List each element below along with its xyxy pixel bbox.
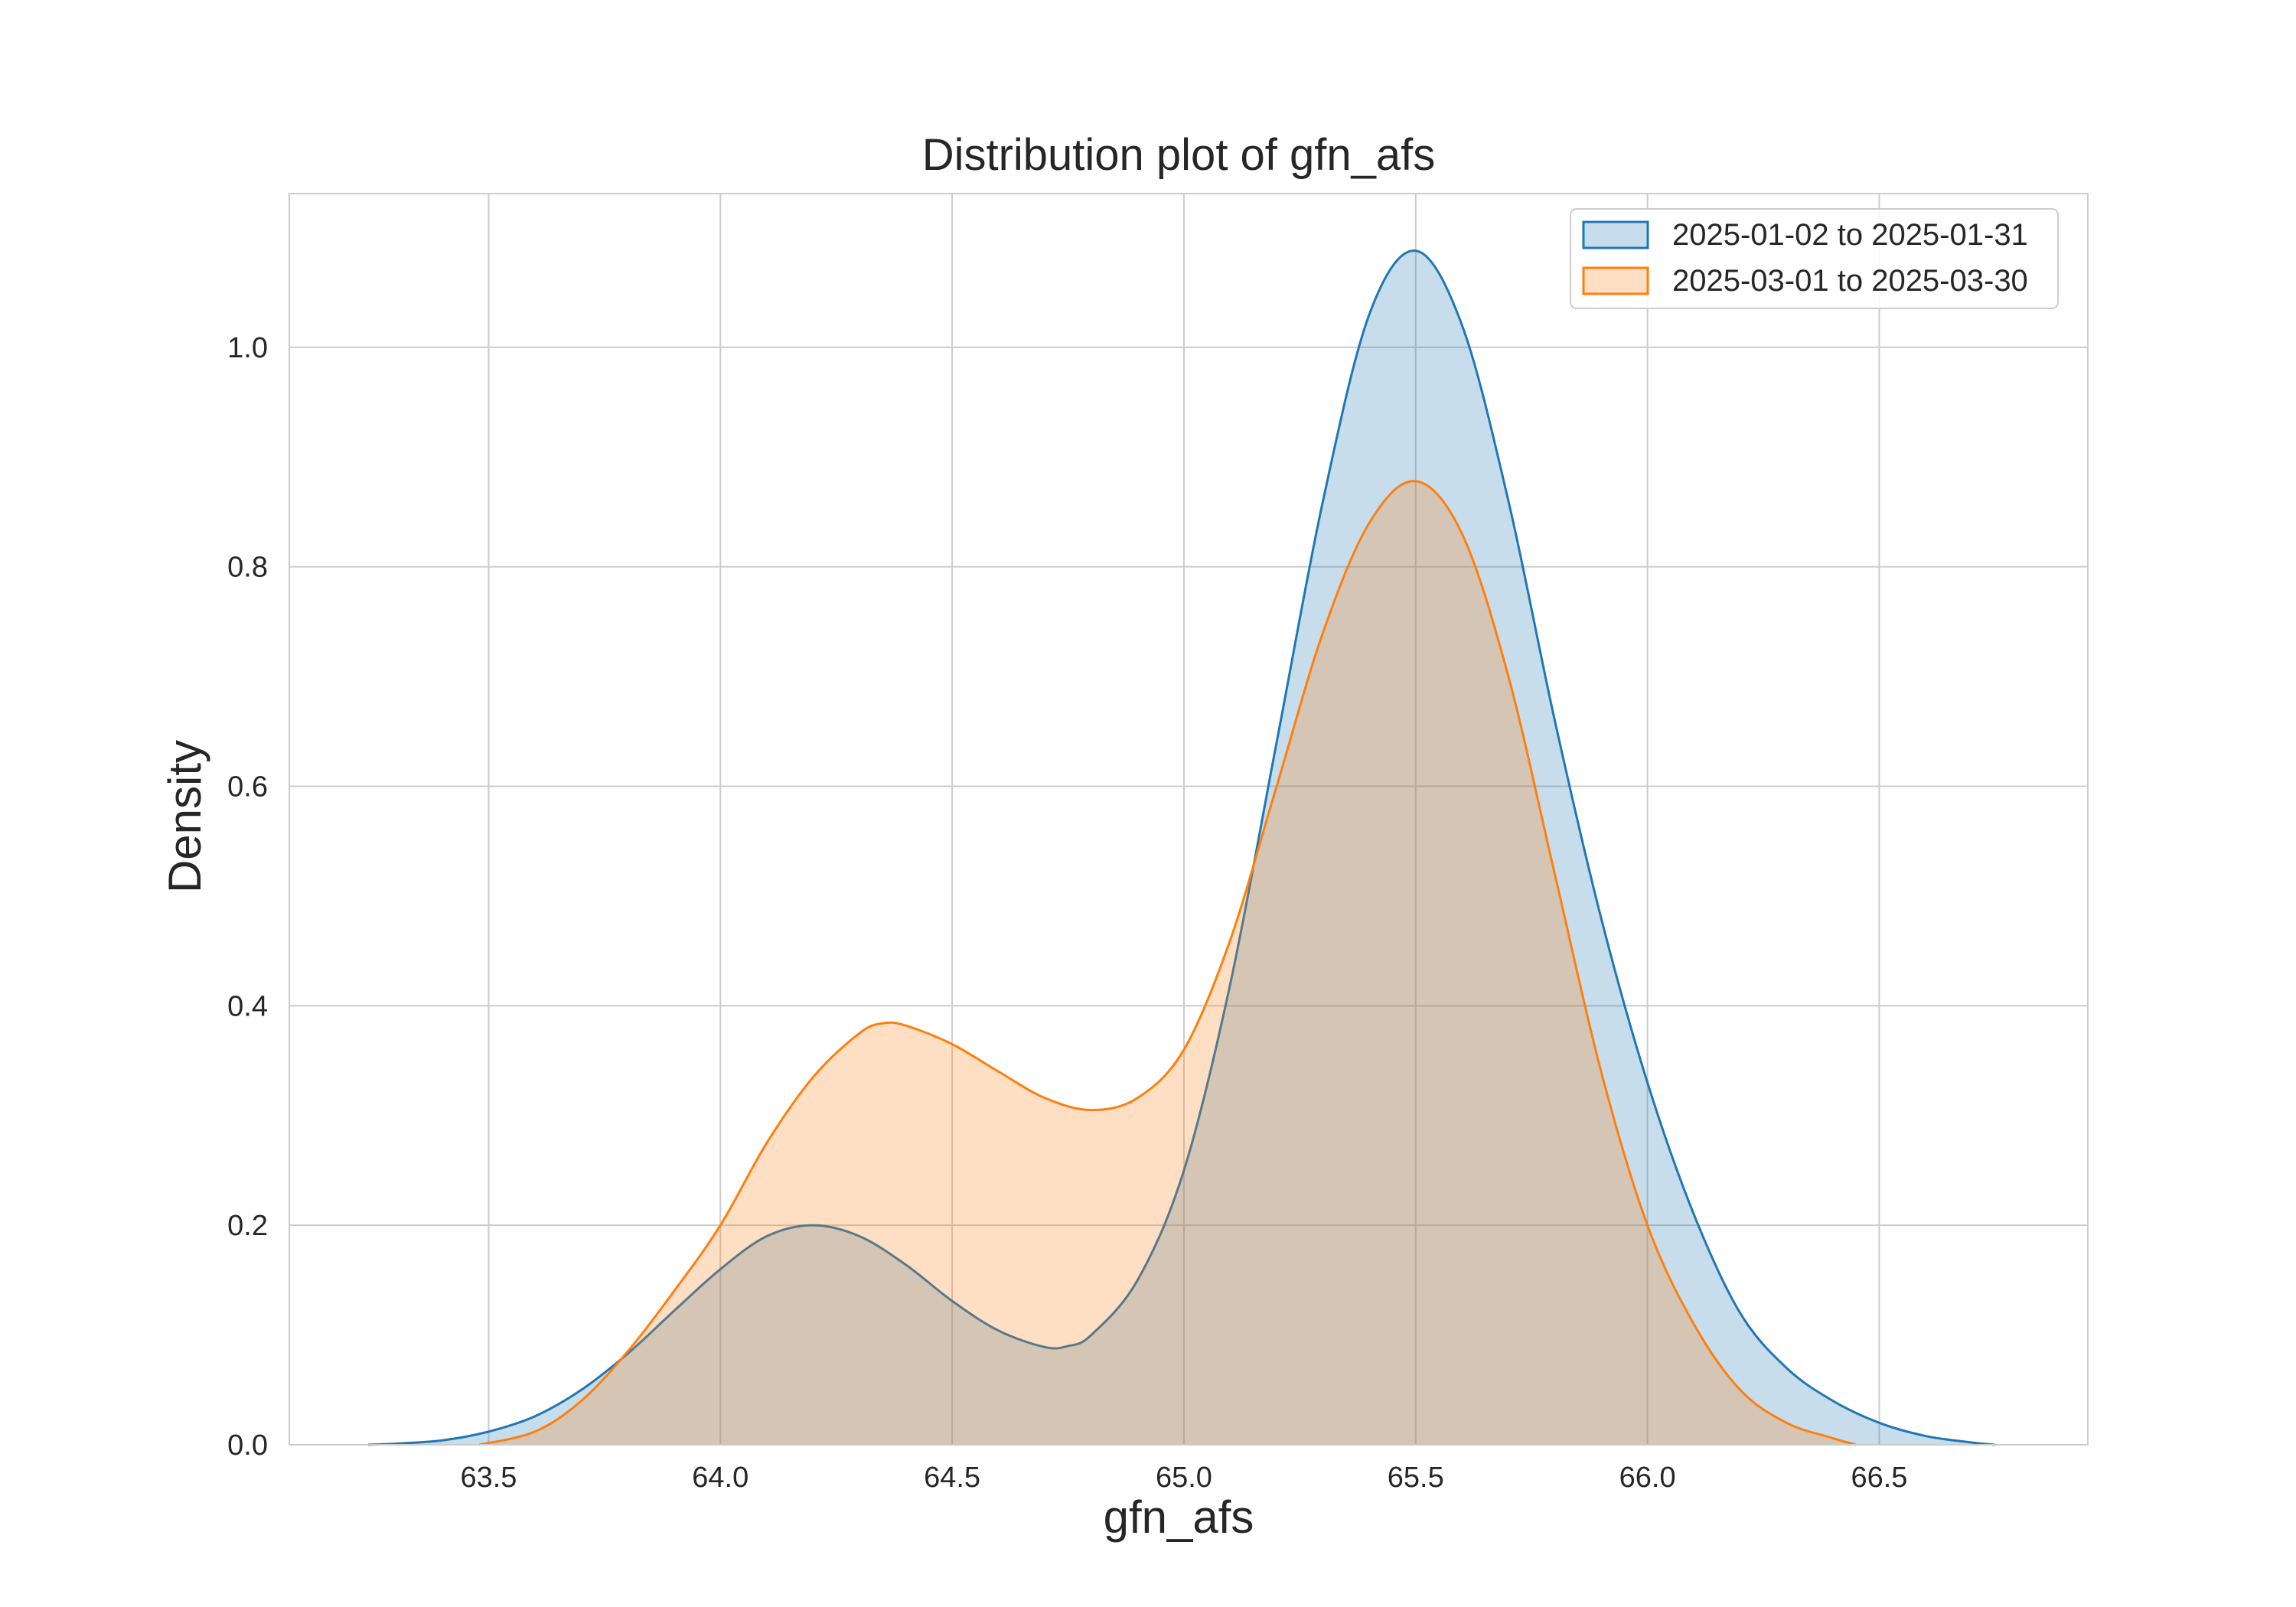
- legend-swatch-series-2: [1582, 266, 1649, 295]
- y-axis-label: Density: [159, 740, 210, 893]
- y-tick-label: 0.6: [227, 771, 268, 803]
- x-axis-label: gfn_afs: [1104, 1491, 1254, 1543]
- y-tick-label: 0.0: [227, 1429, 268, 1462]
- tick-labels: 63.5 64.0 64.5 65.0 65.5 66.0 66.5 0.0 0.2 0.4 0.6…: [227, 332, 1907, 1494]
- x-tick-label: 66.5: [1851, 1462, 1907, 1494]
- kde-area-series-2: [479, 481, 1857, 1445]
- legend-label-series-2: 2025-03-01 to 2025-03-30: [1672, 264, 2028, 298]
- series-layer: [367, 249, 1996, 1446]
- y-tick-label: 1.0: [227, 332, 268, 364]
- y-tick-label: 0.8: [227, 552, 268, 584]
- legend-label-series-1: 2025-01-02 to 2025-01-31: [1672, 218, 2028, 252]
- x-tick-label: 63.5: [460, 1462, 517, 1494]
- plot-frame: [289, 193, 2089, 1446]
- x-tick-label: 64.0: [692, 1462, 748, 1494]
- legend: 2025-01-02 to 2025-01-31 2025-03-01 to 2…: [1570, 208, 2059, 309]
- x-tick-label: 65.5: [1388, 1462, 1444, 1494]
- y-tick-label: 0.4: [227, 990, 268, 1022]
- kde-area-series-1: [367, 250, 1995, 1446]
- kde-line-series-1: [367, 249, 1996, 1446]
- chart-title: Distribution plot of gfn_afs: [922, 130, 1436, 180]
- kde-line-series-2: [478, 480, 1857, 1446]
- x-tick-label: 66.0: [1619, 1462, 1676, 1494]
- x-tick-label: 64.5: [924, 1462, 980, 1494]
- x-tick-label: 65.0: [1156, 1462, 1212, 1494]
- legend-box: [1570, 208, 2059, 309]
- legend-swatch-series-1: [1582, 220, 1649, 249]
- y-tick-label: 0.2: [227, 1210, 268, 1242]
